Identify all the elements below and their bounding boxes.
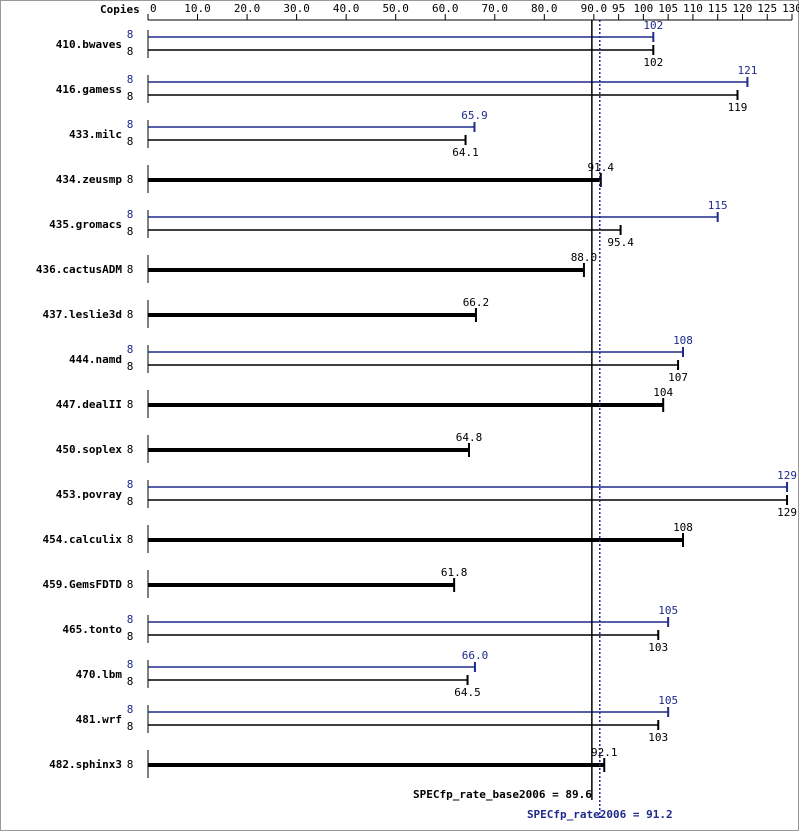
value-label: 129	[777, 506, 797, 519]
benchmark-name: 481.wrf	[76, 713, 122, 726]
value-label: 102	[643, 56, 663, 69]
copies: 8	[127, 173, 134, 186]
copies: 8	[127, 135, 134, 148]
x-tick-label: 30.0	[283, 2, 310, 15]
x-tick-label: 105	[658, 2, 678, 15]
copies: 8	[127, 45, 134, 58]
x-tick-label: 40.0	[333, 2, 360, 15]
x-tick-label: 115	[708, 2, 728, 15]
x-tick-label: 0	[150, 2, 157, 15]
copies: 8	[127, 343, 134, 356]
copies: 8	[127, 495, 134, 508]
x-tick-label: 80.0	[531, 2, 558, 15]
value-label: 95.4	[607, 236, 634, 249]
value-label: 92.1	[591, 746, 618, 759]
x-tick-label: 20.0	[234, 2, 261, 15]
benchmark-name: 453.povray	[56, 488, 123, 501]
copies: 8	[127, 360, 134, 373]
copies: 8	[127, 90, 134, 103]
axis-label: Copies	[100, 3, 140, 16]
copies: 8	[127, 443, 134, 456]
copies: 8	[127, 613, 134, 626]
x-tick-label: 90.0	[581, 2, 608, 15]
value-label: 108	[673, 334, 693, 347]
value-label: 61.8	[441, 566, 468, 579]
benchmark-name: 437.leslie3d	[43, 308, 122, 321]
x-tick-label: 10.0	[184, 2, 211, 15]
benchmark-name: 416.gamess	[56, 83, 122, 96]
value-label: 129	[777, 469, 797, 482]
value-label: 88.0	[571, 251, 598, 264]
reference-label: SPECfp_rate_base2006 = 89.6	[413, 788, 592, 801]
benchmark-name: 470.lbm	[76, 668, 123, 681]
benchmark-name: 433.milc	[69, 128, 122, 141]
benchmark-name: 435.gromacs	[49, 218, 122, 231]
value-label: 64.1	[452, 146, 479, 159]
copies: 8	[127, 73, 134, 86]
copies: 8	[127, 703, 134, 716]
reference-label: SPECfp_rate2006 = 91.2	[527, 808, 673, 821]
x-tick-label: 130	[782, 2, 799, 15]
copies: 8	[127, 658, 134, 671]
benchmark-name: 434.zeusmp	[56, 173, 123, 186]
benchmark-name: 410.bwaves	[56, 38, 122, 51]
value-label: 104	[653, 386, 673, 399]
copies: 8	[127, 720, 134, 733]
value-label: 121	[737, 64, 757, 77]
value-label: 103	[648, 641, 668, 654]
copies: 8	[127, 533, 134, 546]
value-label: 105	[658, 694, 678, 707]
copies: 8	[127, 758, 134, 771]
copies: 8	[127, 308, 134, 321]
copies: 8	[127, 398, 134, 411]
value-label: 115	[708, 199, 728, 212]
value-label: 119	[728, 101, 748, 114]
benchmark-name: 436.cactusADM	[36, 263, 122, 276]
x-tick-label: 120	[733, 2, 753, 15]
copies: 8	[127, 263, 134, 276]
benchmark-name: 447.dealII	[56, 398, 122, 411]
benchmark-name: 450.soplex	[56, 443, 123, 456]
copies: 8	[127, 118, 134, 131]
value-label: 66.0	[462, 649, 489, 662]
benchmark-name: 459.GemsFDTD	[43, 578, 123, 591]
value-label: 64.8	[456, 431, 483, 444]
x-tick-label: 50.0	[382, 2, 409, 15]
copies: 8	[127, 225, 134, 238]
benchmark-name: 482.sphinx3	[49, 758, 122, 771]
x-tick-label: 110	[683, 2, 703, 15]
value-label: 64.5	[454, 686, 481, 699]
x-tick-label: 100	[633, 2, 653, 15]
x-tick-label: 95	[612, 2, 625, 15]
value-label: 91.4	[588, 161, 615, 174]
copies: 8	[127, 675, 134, 688]
x-tick-label: 125	[757, 2, 777, 15]
value-label: 65.9	[461, 109, 488, 122]
value-label: 108	[673, 521, 693, 534]
value-label: 102	[643, 19, 663, 32]
copies: 8	[127, 578, 134, 591]
copies: 8	[127, 630, 134, 643]
benchmark-name: 454.calculix	[43, 533, 123, 546]
copies: 8	[127, 28, 134, 41]
benchmark-name: 444.namd	[69, 353, 122, 366]
x-tick-label: 70.0	[482, 2, 509, 15]
value-label: 66.2	[463, 296, 490, 309]
x-tick-label: 60.0	[432, 2, 459, 15]
copies: 8	[127, 208, 134, 221]
value-label: 103	[648, 731, 668, 744]
copies: 8	[127, 478, 134, 491]
value-label: 107	[668, 371, 688, 384]
value-label: 105	[658, 604, 678, 617]
benchmark-name: 465.tonto	[62, 623, 122, 636]
